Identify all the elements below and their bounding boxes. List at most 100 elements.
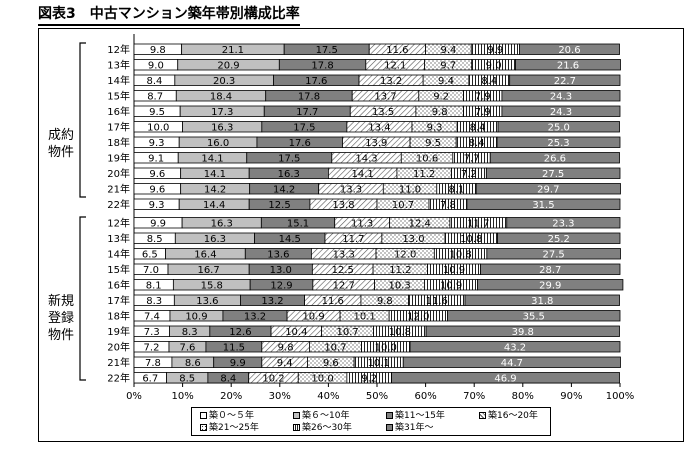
row-label: 21年 [107, 356, 130, 369]
data-label: 9.2 [433, 91, 449, 102]
data-label: 28.7 [539, 265, 561, 276]
data-label: 13.6 [267, 249, 289, 260]
data-label: 12.5 [268, 200, 290, 211]
data-label: 10.8 [449, 249, 471, 260]
row-label: 20年 [107, 340, 130, 353]
data-label: 15.8 [201, 280, 223, 291]
legend-swatch [200, 412, 207, 419]
data-label: 8.4 [469, 138, 485, 149]
data-label: 24.3 [550, 107, 572, 118]
row-label: 16年 [107, 278, 130, 291]
data-label: 13.2 [261, 296, 283, 307]
data-label: 12.6 [229, 327, 251, 338]
legend-label: 築21～25年 [209, 423, 259, 433]
row-label: 22年 [107, 198, 130, 211]
data-label: 8.1 [146, 280, 162, 291]
data-label: 10.9 [443, 265, 465, 276]
data-label: 12.0 [407, 311, 429, 322]
data-label: 10.0 [311, 373, 333, 384]
data-label: 11.5 [223, 342, 245, 353]
data-label: 16.0 [207, 138, 229, 149]
bar-segment [402, 356, 621, 368]
data-label: 13.3 [333, 249, 355, 260]
data-label: 11.7 [342, 234, 364, 245]
row-label: 18年 [107, 309, 130, 322]
data-label: 43.2 [504, 342, 526, 353]
legend-swatch [293, 424, 300, 431]
data-label: 7.2 [461, 169, 477, 180]
data-label: 15.1 [287, 218, 309, 229]
data-label: 8.4 [146, 76, 162, 87]
data-label: 10.2 [262, 373, 284, 384]
legend-item: 築11～15年 [386, 411, 445, 422]
data-label: 14.1 [204, 169, 226, 180]
data-label: 9.6 [323, 358, 339, 369]
x-tick-label: 100% [606, 391, 635, 402]
data-label: 14.3 [355, 153, 377, 164]
data-label: 12.7 [333, 280, 355, 291]
data-label: 7.3 [144, 327, 160, 338]
data-label: 9.8 [278, 342, 294, 353]
data-label: 9.8 [150, 45, 166, 56]
data-label: 11.3 [351, 218, 373, 229]
group-label-line: 登録 [47, 311, 74, 326]
legend-swatch [479, 412, 486, 419]
group-bracket [79, 42, 86, 198]
x-tick-label: 0% [126, 391, 142, 402]
data-label: 10.9 [302, 311, 324, 322]
data-label: 25.2 [548, 234, 570, 245]
data-label: 8.7 [147, 91, 163, 102]
data-label: 39.8 [512, 327, 534, 338]
data-label: 13.6 [196, 296, 218, 307]
data-label: 10.1 [368, 358, 390, 369]
data-label: 7.9 [475, 107, 491, 118]
data-label: 9.1 [148, 153, 164, 164]
bar-segment [466, 198, 621, 210]
data-label: 8.3 [182, 327, 198, 338]
data-label: 21.6 [557, 60, 579, 71]
data-label: 10.0 [147, 122, 169, 133]
data-label: 10.3 [388, 280, 410, 291]
data-label: 10.9 [185, 311, 207, 322]
legend-label: 築26～30年 [302, 423, 352, 433]
legend-label: 築０～５年 [209, 411, 255, 421]
bar-segment [489, 152, 620, 164]
data-label: 11.0 [399, 184, 421, 195]
data-label: 7.6 [180, 342, 196, 353]
row-label: 19年 [107, 151, 130, 164]
legend-swatch [386, 424, 393, 431]
legend-label: 築６～10年 [302, 411, 350, 421]
data-label: 20.6 [558, 45, 580, 56]
data-label: 12.5 [332, 265, 354, 276]
x-tick-label: 40% [317, 391, 339, 402]
group-label-line: 物件 [47, 145, 74, 160]
data-label: 9.3 [149, 138, 165, 149]
data-label: 13.0 [270, 265, 292, 276]
data-label: 9.4 [440, 45, 456, 56]
data-label: 9.7 [440, 60, 456, 71]
row-label: 12年 [107, 43, 130, 56]
data-label: 8.5 [179, 373, 195, 384]
data-label: 31.5 [532, 200, 554, 211]
data-label: 27.5 [542, 169, 564, 180]
data-label: 13.5 [372, 107, 394, 118]
data-label: 13.2 [380, 76, 402, 87]
data-label: 17.7 [296, 107, 318, 118]
data-label: 14.2 [204, 184, 226, 195]
data-label: 7.7 [464, 153, 480, 164]
data-label: 7.2 [144, 342, 160, 353]
data-label: 16.4 [194, 249, 216, 260]
data-label: 44.7 [501, 358, 523, 369]
data-label: 9.5 [149, 107, 165, 118]
data-label: 20.3 [213, 76, 235, 87]
row-label: 22年 [107, 371, 130, 384]
data-label: 7.9 [475, 91, 491, 102]
data-label: 17.5 [293, 122, 315, 133]
data-label: 17.5 [278, 153, 300, 164]
data-label: 16.7 [197, 265, 219, 276]
data-label: 9.9 [487, 45, 503, 56]
row-label: 13年 [107, 232, 130, 245]
legend-label: 築16～20年 [488, 411, 538, 421]
legend-item: 築21～25年 [200, 423, 259, 434]
